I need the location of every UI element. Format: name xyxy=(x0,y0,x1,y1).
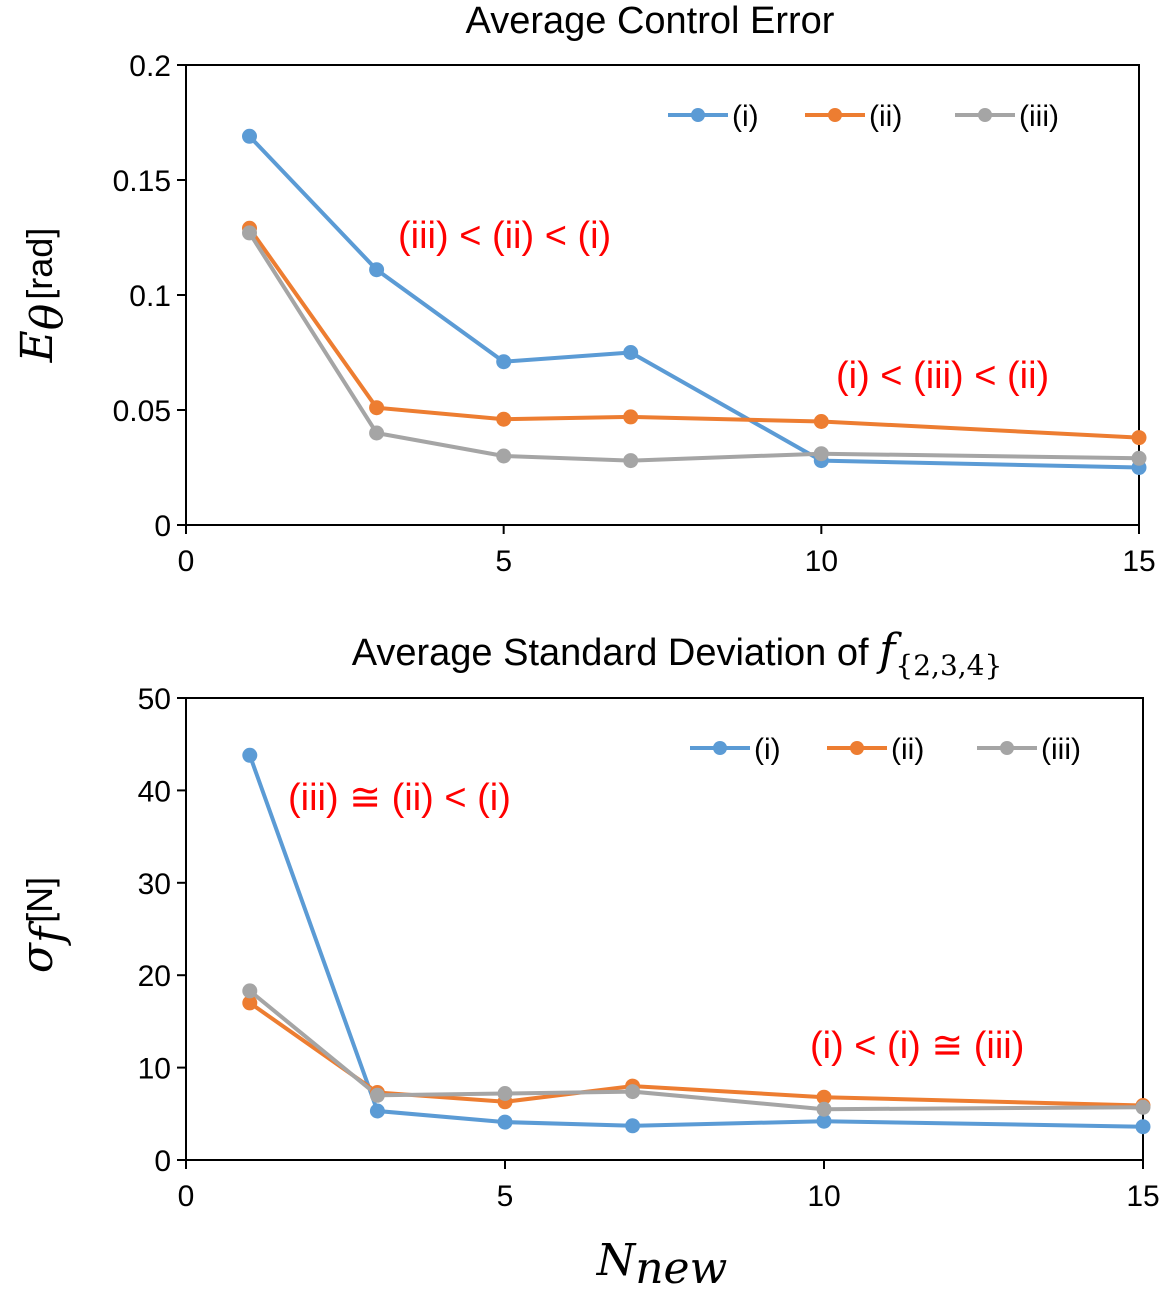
data-point-series-1[interactable] xyxy=(497,1114,513,1130)
data-point-series-3[interactable] xyxy=(1131,450,1147,466)
y-tick-label: 10 xyxy=(138,1053,171,1086)
legend-marker xyxy=(850,741,864,755)
y-tick-label: 30 xyxy=(138,868,171,901)
control-error-chart: Average Control Error 0 0.05 0.1 0.15 0.2 0 5… xyxy=(12,0,1156,578)
data-point-series-1[interactable] xyxy=(816,1113,832,1129)
data-point-series-1[interactable] xyxy=(369,262,385,278)
series-line-1 xyxy=(248,134,1140,470)
legend-label: (i) xyxy=(732,100,759,133)
y-tick-label: 20 xyxy=(138,960,171,993)
tick-marks xyxy=(177,697,1144,1169)
data-point-series-3[interactable] xyxy=(369,1087,385,1103)
data-point-series-1[interactable] xyxy=(1135,1119,1151,1135)
data-point-series-1[interactable] xyxy=(496,354,512,370)
annotation-1: (iii) < (ii) < (i) xyxy=(398,215,611,257)
data-point-series-2[interactable] xyxy=(496,411,512,427)
data-point-series-3[interactable] xyxy=(242,983,258,999)
legend-label: (i) xyxy=(754,733,781,766)
legend-item-ii[interactable]: (ii) xyxy=(805,100,902,133)
legend-marker xyxy=(978,108,992,122)
data-point-series-2[interactable] xyxy=(816,1089,832,1105)
legend-label: (iii) xyxy=(1019,100,1059,133)
tick-marks xyxy=(177,64,1140,534)
data-point-series-1[interactable] xyxy=(369,1103,385,1119)
x-tick-label: 5 xyxy=(495,545,512,578)
data-point-series-1[interactable] xyxy=(242,128,257,144)
series-layer xyxy=(242,747,1151,1135)
legend-marker xyxy=(691,108,705,122)
y-axis-label: σf [N] xyxy=(12,877,73,973)
legend-label: (ii) xyxy=(869,100,902,133)
legend-item-i[interactable]: (i) xyxy=(668,100,759,133)
data-point-series-2[interactable] xyxy=(1131,430,1147,446)
y-tick-label: 0.1 xyxy=(129,280,171,313)
y-axis-label: Eθ [rad] xyxy=(12,228,73,364)
series-line-3 xyxy=(248,989,1144,1112)
x-tick-label: 10 xyxy=(807,1180,840,1213)
chart-title: Average Standard Deviation of f{2,3,4} xyxy=(352,625,1003,682)
legend-marker xyxy=(1000,741,1014,755)
annotation-2: (i) < (i) ≅ (iii) xyxy=(810,1025,1024,1067)
series-layer xyxy=(242,128,1147,475)
data-point-series-3[interactable] xyxy=(496,448,512,464)
x-tick-labels: 0 5 10 15 xyxy=(178,1180,1160,1213)
data-point-series-3[interactable] xyxy=(1135,1099,1151,1115)
data-point-series-1[interactable] xyxy=(242,747,258,763)
x-tick-label: 0 xyxy=(178,545,195,578)
data-point-series-3[interactable] xyxy=(242,225,257,241)
legend-marker xyxy=(713,741,727,755)
plot-area-border xyxy=(185,697,1144,1161)
std-deviation-chart: Average Standard Deviation of f{2,3,4} 0… xyxy=(12,625,1160,1289)
chart-title: Average Control Error xyxy=(466,0,835,42)
series-line-1 xyxy=(247,754,1144,1129)
data-point-series-3[interactable] xyxy=(625,1084,641,1100)
x-tick-label: 10 xyxy=(805,545,838,578)
legend-label: (iii) xyxy=(1041,733,1081,766)
y-tick-label: 0.2 xyxy=(129,50,171,83)
y-tick-label: 0 xyxy=(154,1145,171,1178)
x-tick-label: 0 xyxy=(178,1180,195,1213)
x-axis-label: Nnew xyxy=(596,1235,728,1289)
x-tick-label: 5 xyxy=(497,1180,514,1213)
data-point-series-2[interactable] xyxy=(623,409,639,425)
legend-label: (ii) xyxy=(891,733,924,766)
data-point-series-3[interactable] xyxy=(813,446,829,462)
legend-item-iii[interactable]: (iii) xyxy=(977,733,1081,766)
y-tick-label: 0 xyxy=(154,510,171,543)
annotation-1: (iii) ≅ (ii) < (i) xyxy=(288,777,511,819)
data-point-series-1[interactable] xyxy=(623,345,639,360)
legend: (i) (ii) (iii) xyxy=(668,100,1059,133)
data-point-series-3[interactable] xyxy=(816,1101,832,1117)
data-point-series-2[interactable] xyxy=(242,995,258,1011)
y-tick-labels: 0 0.05 0.1 0.15 0.2 xyxy=(113,50,171,543)
series-line-3 xyxy=(247,231,1140,463)
legend-item-iii[interactable]: (iii) xyxy=(955,100,1059,133)
svg-text:σf [N]: σf [N] xyxy=(12,877,73,973)
annotation-2: (i) < (iii) < (ii) xyxy=(836,355,1049,397)
x-tick-label: 15 xyxy=(1126,1180,1159,1213)
data-point-series-3[interactable] xyxy=(369,425,385,441)
data-point-series-3[interactable] xyxy=(623,453,639,469)
x-tick-label: 15 xyxy=(1122,545,1155,578)
data-point-series-2[interactable] xyxy=(813,414,829,429)
data-point-series-1[interactable] xyxy=(625,1118,641,1134)
y-tick-label: 50 xyxy=(138,683,171,716)
legend-marker xyxy=(828,108,842,122)
series-line-2 xyxy=(247,227,1140,440)
x-tick-labels: 0 5 10 15 xyxy=(178,545,1156,578)
svg-text:Eθ [rad]: Eθ [rad] xyxy=(12,228,73,364)
y-tick-labels: 0 10 20 30 40 50 xyxy=(138,683,171,1178)
data-point-series-3[interactable] xyxy=(497,1086,513,1101)
y-tick-label: 40 xyxy=(138,775,171,808)
y-tick-label: 0.05 xyxy=(113,395,171,428)
legend-item-i[interactable]: (i) xyxy=(690,733,781,766)
data-point-series-2[interactable] xyxy=(369,400,385,416)
legend: (i) (ii) (iii) xyxy=(690,733,1081,766)
y-tick-label: 0.15 xyxy=(113,165,171,198)
legend-item-ii[interactable]: (ii) xyxy=(827,733,924,766)
